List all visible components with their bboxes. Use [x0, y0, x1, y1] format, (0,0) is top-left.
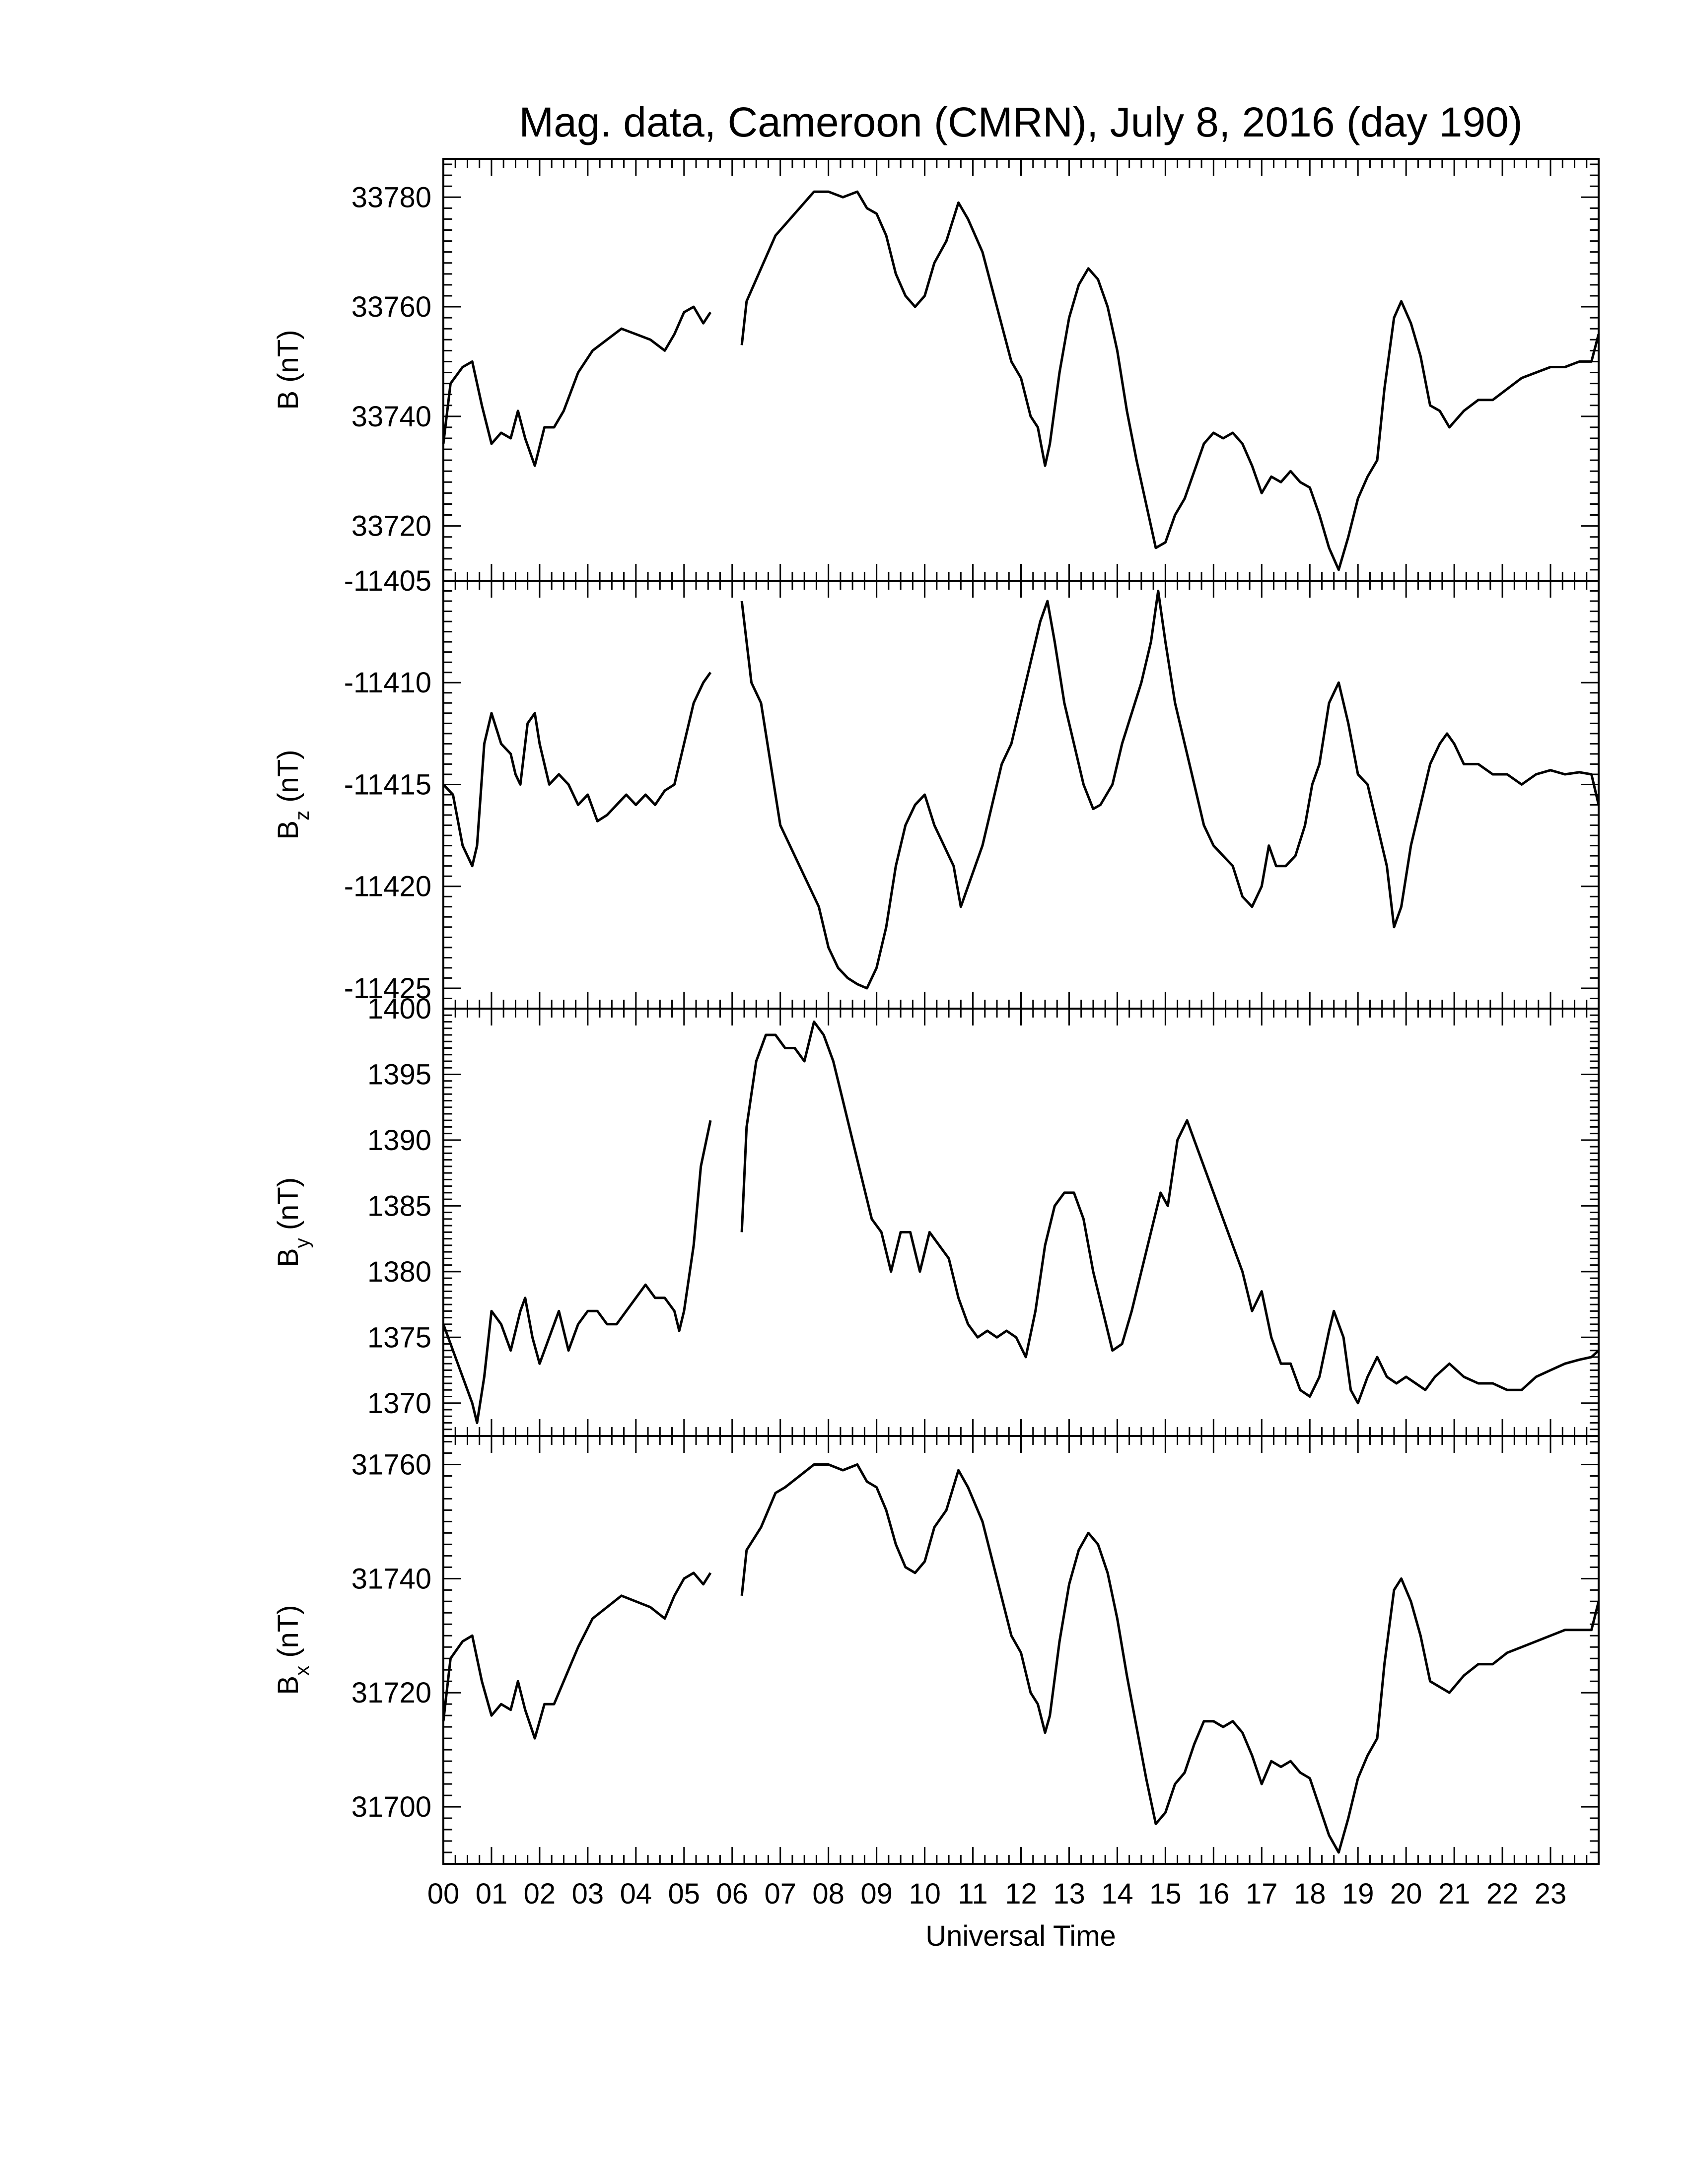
series-line [442, 1571, 712, 1740]
x-tick-label: 04 [620, 1878, 652, 1910]
x-tick-label: 00 [427, 1878, 460, 1910]
series-line [442, 672, 712, 868]
x-tick-label: 16 [1197, 1878, 1230, 1910]
y-tick-label: 1395 [367, 1058, 431, 1091]
panel-2: -11425 -11420 -11415 -11410 -11405 Bz (nT) [272, 565, 1600, 1010]
y-tick-label: 33740 [352, 401, 431, 433]
y-tick-label: 33720 [352, 510, 431, 543]
x-tick-label: 13 [1053, 1878, 1085, 1910]
y-tick-label: 1380 [367, 1256, 431, 1288]
y-tick-label: -11405 [344, 565, 431, 597]
y-tick-label: 33780 [352, 181, 431, 213]
y-axis-label: B (nT) [272, 330, 304, 410]
panel-frame [442, 580, 1600, 1010]
series-line [740, 1463, 1600, 1854]
panel-frame [442, 1008, 1600, 1437]
x-tick-label: 08 [812, 1878, 844, 1910]
x-tick-label: 02 [524, 1878, 556, 1910]
y-tick-label: 31760 [352, 1448, 431, 1481]
series-line [442, 1120, 712, 1424]
x-tick-label: 07 [764, 1878, 796, 1910]
panel-4: 31700 31720 31740 31760 Bx (nT) [272, 1435, 1600, 1865]
panel-1: 33720 33740 33760 33780 B (nT) [272, 158, 1600, 582]
x-tick-label: 06 [716, 1878, 748, 1910]
y-tick-label: -11425 [344, 972, 431, 1005]
y-tick-label: 1390 [367, 1124, 431, 1157]
y-tick-label: -11410 [344, 667, 431, 699]
x-tick-label: 19 [1342, 1878, 1374, 1910]
y-tick-label: -11415 [344, 768, 431, 801]
y-axis-label: Bz (nT) [272, 750, 313, 839]
x-tick-label: 09 [860, 1878, 893, 1910]
y-tick-label: 1385 [367, 1190, 431, 1222]
panel-3: 1370 1375 1380 1385 1390 1395 1400 By (nT) [272, 993, 1600, 1437]
x-tick-label: 20 [1390, 1878, 1422, 1910]
x-tick-label: 12 [1005, 1878, 1037, 1910]
y-tick-label: -11420 [344, 871, 431, 903]
y-tick-label: 1375 [367, 1321, 431, 1354]
panel-frame [442, 1435, 1600, 1865]
series-line [740, 590, 1600, 990]
x-tick-label: 21 [1438, 1878, 1471, 1910]
y-axis-label: Bx (nT) [272, 1605, 313, 1695]
x-axis-label: Universal Time [925, 1920, 1116, 1952]
x-tick-label: 15 [1149, 1878, 1182, 1910]
y-tick-label: 1370 [367, 1387, 431, 1420]
x-tick-label: 17 [1246, 1878, 1278, 1910]
y-tick-label: 31740 [352, 1563, 431, 1595]
x-tick-label: 01 [476, 1878, 508, 1910]
series-line [442, 305, 712, 467]
x-tick-label: 05 [668, 1878, 701, 1910]
chart-title: Mag. data, Cameroon (CMRN), July 8, 2016… [519, 99, 1523, 145]
y-axis-label: By (nT) [272, 1177, 313, 1267]
x-tick-label: 14 [1101, 1878, 1133, 1910]
series-line [740, 1021, 1600, 1405]
y-tick-label: 31720 [352, 1677, 431, 1709]
x-tick-label: 23 [1535, 1878, 1567, 1910]
x-tick-label: 03 [572, 1878, 604, 1910]
series-line [740, 190, 1600, 571]
y-tick-label: 33760 [352, 291, 431, 323]
x-tick-label: 22 [1486, 1878, 1519, 1910]
y-tick-label: 31700 [352, 1791, 431, 1823]
y-tick-label: 1400 [367, 993, 431, 1025]
x-tick-label: 10 [909, 1878, 941, 1910]
panel-frame [442, 158, 1600, 582]
x-tick-label: 18 [1294, 1878, 1326, 1910]
x-tick-label: 11 [958, 1878, 987, 1910]
